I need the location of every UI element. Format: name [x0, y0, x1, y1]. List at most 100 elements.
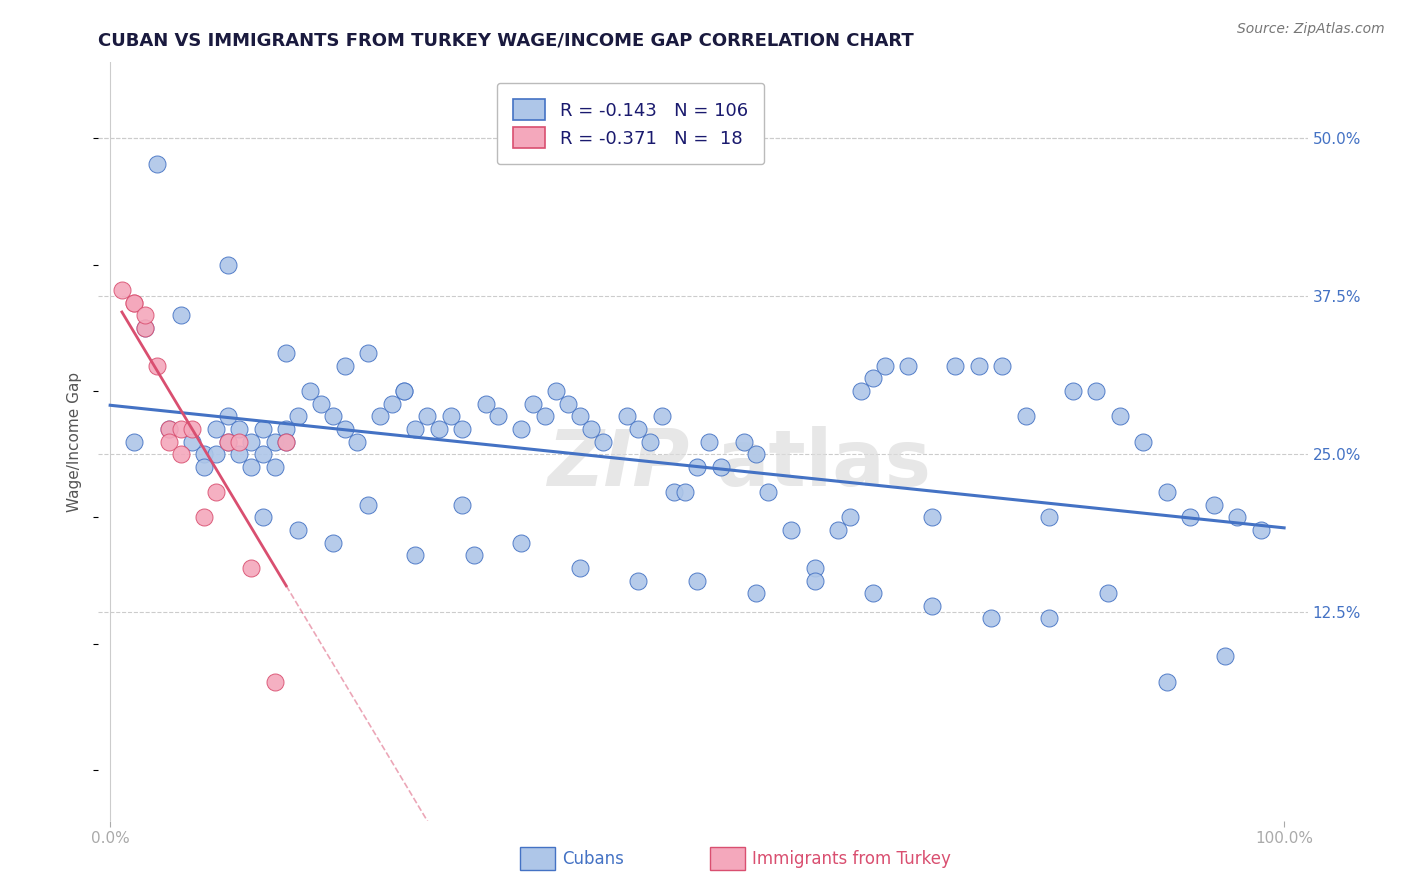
Point — [568, 409, 591, 424]
Point — [333, 359, 356, 373]
Point — [827, 523, 849, 537]
Point — [592, 434, 614, 449]
Point — [546, 384, 568, 398]
Point — [217, 258, 239, 272]
Point — [240, 434, 263, 449]
Point — [193, 447, 215, 461]
Point — [1250, 523, 1272, 537]
Point — [392, 384, 415, 398]
Point — [568, 561, 591, 575]
Point — [522, 396, 544, 410]
Point — [181, 434, 204, 449]
Point — [451, 498, 474, 512]
Point — [157, 422, 180, 436]
Point — [276, 422, 298, 436]
Point — [404, 422, 426, 436]
Point — [662, 485, 685, 500]
Point — [710, 459, 733, 474]
Point — [122, 434, 145, 449]
Point — [1156, 485, 1178, 500]
Point — [240, 561, 263, 575]
Point — [873, 359, 896, 373]
Point — [346, 434, 368, 449]
Point — [322, 409, 344, 424]
Point — [311, 396, 333, 410]
Point — [252, 422, 274, 436]
Point — [510, 535, 533, 549]
Point — [416, 409, 439, 424]
Point — [169, 422, 191, 436]
Point — [733, 434, 755, 449]
Point — [745, 447, 768, 461]
Point — [392, 384, 415, 398]
Text: atlas: atlas — [717, 426, 931, 502]
Point — [228, 422, 250, 436]
Point — [991, 359, 1014, 373]
Point — [803, 561, 825, 575]
Point — [1038, 510, 1060, 524]
Point — [557, 396, 579, 410]
Point — [439, 409, 461, 424]
Point — [651, 409, 673, 424]
Point — [157, 422, 180, 436]
Point — [1097, 586, 1119, 600]
Point — [1180, 510, 1202, 524]
Point — [252, 447, 274, 461]
Point — [627, 574, 650, 588]
Point — [803, 574, 825, 588]
Point — [263, 434, 285, 449]
Point — [122, 295, 145, 310]
Point — [1085, 384, 1108, 398]
Point — [181, 422, 204, 436]
Point — [673, 485, 696, 500]
Point — [1108, 409, 1130, 424]
Point — [1202, 498, 1225, 512]
Point — [745, 586, 768, 600]
Point — [581, 422, 603, 436]
Point — [616, 409, 638, 424]
Point — [169, 308, 191, 322]
Point — [276, 434, 298, 449]
Point — [686, 574, 709, 588]
Point — [169, 447, 191, 461]
Point — [921, 599, 943, 613]
Point — [217, 434, 239, 449]
Point — [146, 156, 169, 170]
Point — [217, 409, 239, 424]
Point — [427, 422, 450, 436]
Point — [276, 434, 298, 449]
Point — [228, 447, 250, 461]
Point — [217, 434, 239, 449]
Point — [533, 409, 555, 424]
Point — [252, 510, 274, 524]
Point — [686, 459, 709, 474]
Point — [980, 611, 1002, 625]
Point — [967, 359, 990, 373]
Point — [146, 359, 169, 373]
Point — [134, 308, 156, 322]
Text: CUBAN VS IMMIGRANTS FROM TURKEY WAGE/INCOME GAP CORRELATION CHART: CUBAN VS IMMIGRANTS FROM TURKEY WAGE/INC… — [98, 31, 914, 49]
Point — [697, 434, 720, 449]
Point — [862, 586, 884, 600]
Legend: R = -0.143   N = 106, R = -0.371   N =  18: R = -0.143 N = 106, R = -0.371 N = 18 — [496, 83, 765, 164]
Point — [322, 535, 344, 549]
Point — [263, 674, 285, 689]
Point — [276, 346, 298, 360]
Point — [1132, 434, 1154, 449]
Point — [368, 409, 391, 424]
Point — [638, 434, 661, 449]
Point — [381, 396, 404, 410]
Point — [287, 409, 309, 424]
Point — [134, 320, 156, 334]
Point — [1038, 611, 1060, 625]
Point — [193, 459, 215, 474]
Point — [228, 434, 250, 449]
Point — [204, 447, 226, 461]
Point — [240, 459, 263, 474]
Point — [463, 548, 485, 563]
Point — [838, 510, 860, 524]
Point — [897, 359, 920, 373]
Point — [627, 422, 650, 436]
Point — [780, 523, 803, 537]
Point — [111, 283, 134, 297]
